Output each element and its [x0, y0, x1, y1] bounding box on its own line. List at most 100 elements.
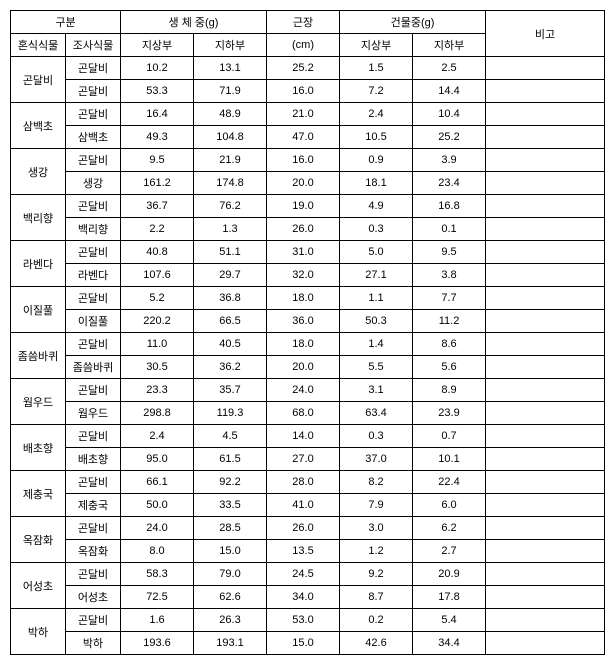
table-row: 제충국곤달비66.192.228.08.222.4	[11, 471, 605, 494]
value-cell: 16.8	[413, 195, 486, 218]
value-cell: 23.3	[121, 379, 194, 402]
table-row: 라벤다곤달비40.851.131.05.09.5	[11, 241, 605, 264]
table-row: 웜우드298.8119.368.063.423.9	[11, 402, 605, 425]
value-cell: 95.0	[121, 448, 194, 471]
value-cell: 34.0	[267, 586, 340, 609]
value-cell: 47.0	[267, 126, 340, 149]
header-surveyplant: 조사식물	[66, 34, 121, 57]
value-cell: 92.2	[194, 471, 267, 494]
table-row: 삼백초49.3104.847.010.525.2	[11, 126, 605, 149]
value-cell: 26.0	[267, 517, 340, 540]
value-cell: 11.0	[121, 333, 194, 356]
value-cell: 36.8	[194, 287, 267, 310]
value-cell: 15.0	[194, 540, 267, 563]
plant-cell: 곤달비	[66, 57, 121, 80]
remark-cell	[486, 448, 605, 471]
value-cell: 28.0	[267, 471, 340, 494]
remark-cell	[486, 287, 605, 310]
value-cell: 24.5	[267, 563, 340, 586]
value-cell: 0.7	[413, 425, 486, 448]
value-cell: 35.7	[194, 379, 267, 402]
value-cell: 17.8	[413, 586, 486, 609]
value-cell: 1.2	[340, 540, 413, 563]
value-cell: 29.7	[194, 264, 267, 287]
table-row: 생강161.2174.820.018.123.4	[11, 172, 605, 195]
plant-cell: 곤달비	[66, 149, 121, 172]
remark-cell	[486, 126, 605, 149]
plant-cell: 곤달비	[66, 333, 121, 356]
remark-cell	[486, 517, 605, 540]
plant-cell: 웜우드	[66, 402, 121, 425]
value-cell: 9.5	[121, 149, 194, 172]
value-cell: 9.2	[340, 563, 413, 586]
value-cell: 4.9	[340, 195, 413, 218]
group-cell: 이질풀	[11, 287, 66, 333]
remark-cell	[486, 172, 605, 195]
value-cell: 33.5	[194, 494, 267, 517]
remark-cell	[486, 425, 605, 448]
value-cell: 28.5	[194, 517, 267, 540]
table-row: 옥잠화곤달비24.028.526.03.06.2	[11, 517, 605, 540]
value-cell: 104.8	[194, 126, 267, 149]
value-cell: 53.0	[267, 609, 340, 632]
value-cell: 34.4	[413, 632, 486, 655]
value-cell: 13.5	[267, 540, 340, 563]
table-row: 삼백초곤달비16.448.921.02.410.4	[11, 103, 605, 126]
group-cell: 좀씀바퀴	[11, 333, 66, 379]
value-cell: 161.2	[121, 172, 194, 195]
value-cell: 3.9	[413, 149, 486, 172]
group-cell: 곤달비	[11, 57, 66, 103]
header-row-1: 구분 생 체 중(g) 근장 건물중(g) 비고	[11, 11, 605, 34]
value-cell: 3.0	[340, 517, 413, 540]
value-cell: 53.3	[121, 80, 194, 103]
remark-cell	[486, 632, 605, 655]
value-cell: 37.0	[340, 448, 413, 471]
value-cell: 40.8	[121, 241, 194, 264]
value-cell: 10.2	[121, 57, 194, 80]
value-cell: 5.0	[340, 241, 413, 264]
value-cell: 8.2	[340, 471, 413, 494]
remark-cell	[486, 471, 605, 494]
table-row: 배초향곤달비2.44.514.00.30.7	[11, 425, 605, 448]
value-cell: 18.0	[267, 287, 340, 310]
remark-cell	[486, 103, 605, 126]
value-cell: 193.1	[194, 632, 267, 655]
plant-cell: 박하	[66, 632, 121, 655]
value-cell: 24.0	[267, 379, 340, 402]
header-above1: 지상부	[121, 34, 194, 57]
remark-cell	[486, 540, 605, 563]
table-row: 백리향곤달비36.776.219.04.916.8	[11, 195, 605, 218]
value-cell: 49.3	[121, 126, 194, 149]
plant-cell: 제충국	[66, 494, 121, 517]
header-remark: 비고	[486, 11, 605, 57]
remark-cell	[486, 333, 605, 356]
value-cell: 16.4	[121, 103, 194, 126]
header-cm: (cm)	[267, 34, 340, 57]
value-cell: 1.3	[194, 218, 267, 241]
header-below1: 지하부	[194, 34, 267, 57]
table-body: 곤달비곤달비10.213.125.21.52.5곤달비53.371.916.07…	[11, 57, 605, 655]
value-cell: 23.9	[413, 402, 486, 425]
table-row: 옥잠화8.015.013.51.22.7	[11, 540, 605, 563]
value-cell: 0.1	[413, 218, 486, 241]
header-mixplant: 혼식식물	[11, 34, 66, 57]
value-cell: 18.0	[267, 333, 340, 356]
plant-cell: 곤달비	[66, 517, 121, 540]
value-cell: 36.7	[121, 195, 194, 218]
value-cell: 51.1	[194, 241, 267, 264]
value-cell: 36.0	[267, 310, 340, 333]
plant-cell: 옥잠화	[66, 540, 121, 563]
remark-cell	[486, 310, 605, 333]
remark-cell	[486, 356, 605, 379]
remark-cell	[486, 195, 605, 218]
value-cell: 10.1	[413, 448, 486, 471]
value-cell: 0.2	[340, 609, 413, 632]
table-row: 라벤다107.629.732.027.13.8	[11, 264, 605, 287]
plant-cell: 라벤다	[66, 264, 121, 287]
plant-cell: 곤달비	[66, 195, 121, 218]
value-cell: 79.0	[194, 563, 267, 586]
value-cell: 63.4	[340, 402, 413, 425]
value-cell: 40.5	[194, 333, 267, 356]
value-cell: 1.4	[340, 333, 413, 356]
header-above2: 지상부	[340, 34, 413, 57]
